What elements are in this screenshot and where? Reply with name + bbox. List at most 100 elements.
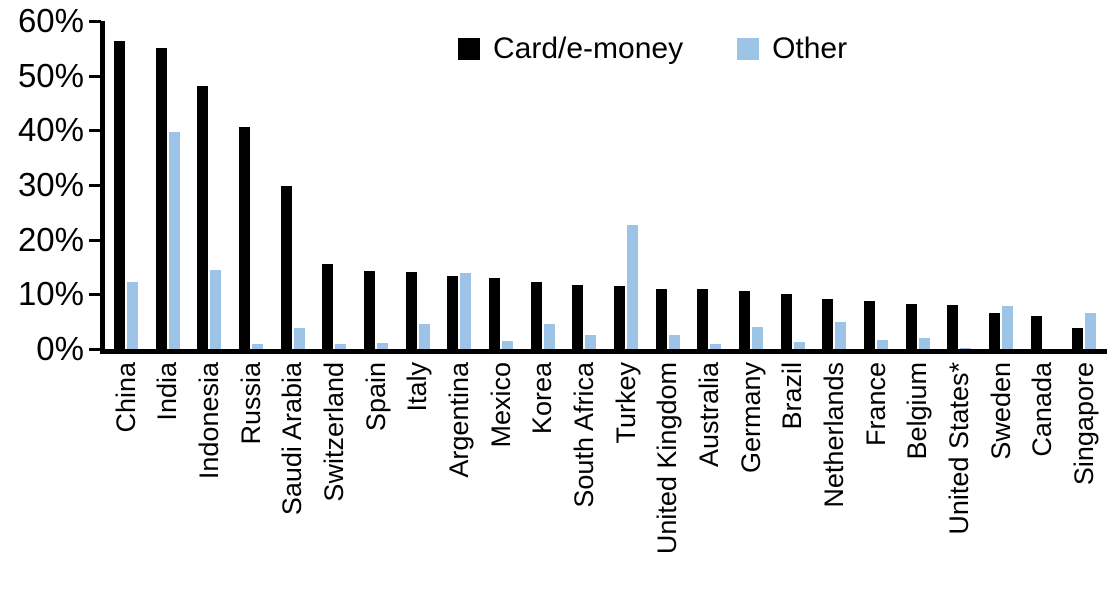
x-label-cell: China <box>105 362 147 590</box>
bar-card-e-money <box>405 271 417 349</box>
plot-area <box>105 21 1105 349</box>
bar-group <box>730 21 772 349</box>
x-label-cell: Switzerland <box>313 362 355 590</box>
bar-other <box>960 347 972 349</box>
x-axis-label: Canada <box>1027 362 1058 457</box>
bar-other <box>751 327 763 349</box>
bar-other <box>1085 312 1097 349</box>
bar-card-e-money <box>780 294 792 349</box>
y-axis-label: 0% <box>36 330 84 367</box>
bar-group <box>272 21 314 349</box>
legend-item-card-e-money: Card/e-money <box>458 32 683 66</box>
bar-card-e-money <box>655 288 667 349</box>
x-label-cell: Spain <box>355 362 397 590</box>
bar-other <box>835 321 847 349</box>
bar-card-e-money <box>322 263 334 349</box>
x-label-cell: South Africa <box>563 362 605 590</box>
bar-card-e-money <box>197 85 209 349</box>
x-label-cell: Korea <box>522 362 564 590</box>
bar-other <box>793 342 805 349</box>
bar-group <box>480 21 522 349</box>
x-label-cell: Italy <box>397 362 439 590</box>
bar-card-e-money <box>363 270 375 349</box>
bar-other <box>626 225 638 349</box>
bar-group <box>647 21 689 349</box>
bar-group <box>522 21 564 349</box>
x-label-cell: Belgium <box>897 362 939 590</box>
x-axis-label: Singapore <box>1069 362 1100 486</box>
legend-swatch-other-icon <box>737 38 760 60</box>
x-axis-label: Switzerland <box>319 362 350 502</box>
bar-group <box>688 21 730 349</box>
x-axis-label: Turkey <box>610 362 641 444</box>
bar-card-e-money <box>113 41 125 349</box>
bar-other <box>251 343 263 349</box>
bar-other <box>293 327 305 349</box>
x-label-cell: Singapore <box>1063 362 1105 590</box>
bar-group <box>105 21 147 349</box>
legend-swatch-card-e-money-icon <box>458 38 480 60</box>
bar-other <box>710 343 722 349</box>
y-axis-label: 40% <box>17 111 84 149</box>
y-axis-tick <box>89 348 101 351</box>
legend: Card/e-money Other <box>458 32 847 66</box>
y-axis-label: 50% <box>17 56 84 94</box>
x-axis-label: Germany <box>735 362 766 474</box>
x-axis-label: United States* <box>944 362 975 535</box>
x-axis-labels: China India Indonesia Russia Saudi Arabia Swi… <box>105 362 1105 590</box>
x-axis-label: Netherlands <box>819 362 850 508</box>
x-label-cell: Argentina <box>438 362 480 590</box>
y-axis-label: 20% <box>17 220 84 258</box>
x-label-cell: Australia <box>688 362 730 590</box>
bar-group <box>605 21 647 349</box>
bar-other <box>460 273 472 349</box>
bar-card-e-money <box>280 186 292 349</box>
bar-group <box>397 21 439 349</box>
bar-other <box>918 337 930 349</box>
bar-card-e-money <box>488 277 500 349</box>
bar-group <box>855 21 897 349</box>
bar-group <box>355 21 397 349</box>
y-axis-tick <box>89 238 101 242</box>
bar-card-e-money <box>530 282 542 349</box>
bar-other <box>168 131 180 349</box>
bar-group <box>563 21 605 349</box>
bar-other <box>543 323 555 349</box>
x-axis-label: France <box>860 362 891 447</box>
x-label-cell: India <box>147 362 189 590</box>
bar-other <box>335 344 347 349</box>
x-axis-label: Belgium <box>902 362 933 460</box>
y-axis-tick <box>89 20 101 23</box>
y-axis-label: 10% <box>17 275 84 313</box>
bar-card-e-money <box>738 290 750 349</box>
bar-other <box>126 281 138 349</box>
bar-card-e-money <box>572 284 584 349</box>
x-axis-label: Sweden <box>985 362 1016 460</box>
x-axis-label: Korea <box>527 362 558 435</box>
x-label-cell: Brazil <box>772 362 814 590</box>
bar-card-e-money <box>1030 316 1042 349</box>
x-label-cell: Netherlands <box>813 362 855 590</box>
legend-label-card-e-money: Card/e-money <box>493 32 684 65</box>
x-axis-label: Spain <box>360 362 391 432</box>
bar-card-e-money <box>155 48 167 349</box>
x-axis-label: Indonesia <box>194 362 224 480</box>
bar-other <box>418 323 430 349</box>
bar-other <box>668 335 680 349</box>
x-axis-label: South Africa <box>569 362 600 508</box>
y-axis-line <box>100 21 105 353</box>
x-label-cell: Sweden <box>980 362 1022 590</box>
bar-group <box>1063 21 1105 349</box>
bar-other <box>376 343 388 349</box>
bar-card-e-money <box>1072 328 1084 349</box>
bar-group <box>897 21 939 349</box>
x-label-cell: Indonesia <box>188 362 230 590</box>
y-axis-label: 30% <box>17 166 84 203</box>
bar-card-e-money <box>697 289 709 349</box>
x-axis-label: Australia <box>694 362 725 468</box>
bar-group <box>772 21 814 349</box>
bar-group <box>980 21 1022 349</box>
bar-other <box>501 341 513 349</box>
x-axis-label: China <box>110 362 141 433</box>
x-axis-label: Italy <box>402 362 433 412</box>
